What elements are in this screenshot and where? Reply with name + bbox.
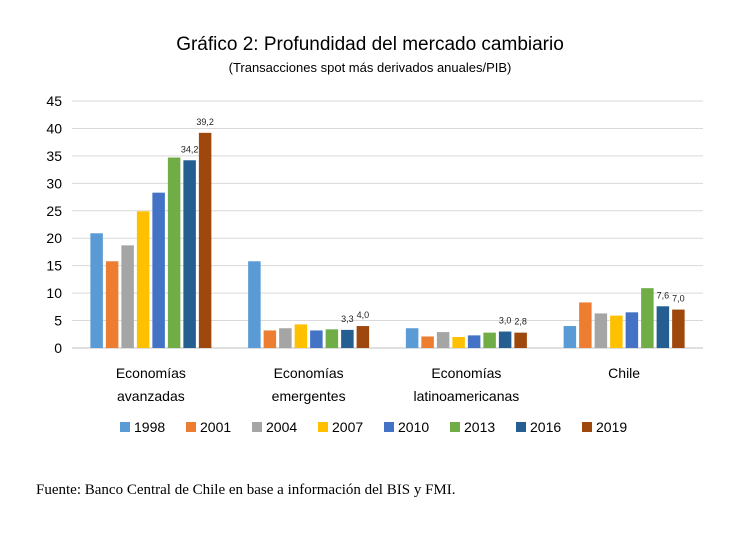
bar-2019-0 (198, 132, 212, 348)
legend-swatch-2007 (318, 422, 328, 432)
y-tick-label: 35 (46, 148, 62, 164)
category-label: Economías (431, 365, 501, 381)
bar-2001-2 (421, 336, 434, 348)
bar-1998-0 (90, 233, 103, 348)
data-label: 3,3 (341, 314, 354, 324)
bar-2010-2 (467, 335, 481, 348)
legend-label: 2013 (464, 419, 495, 435)
y-tick-label: 25 (46, 203, 62, 219)
data-label: 3,0 (499, 316, 512, 326)
bar-2001-0 (105, 261, 119, 348)
data-label: 7,6 (657, 290, 670, 300)
bar-2004-1 (279, 328, 292, 348)
chart-title: Gráfico 2: Profundidad del mercado cambi… (176, 34, 564, 55)
bar-2013-0 (167, 157, 181, 348)
data-labels: 34,2 39,2 3,3 4,0 3,0 2,8 7,6 7,0 (181, 117, 685, 327)
source-note: Fuente: Banco Central de Chile en base a… (36, 482, 456, 498)
bar-1998-2 (405, 328, 419, 348)
data-label: 4,0 (357, 310, 370, 320)
legend-label: 2016 (530, 419, 561, 435)
legend-swatch-2004 (252, 422, 262, 432)
legend-label: 2019 (596, 419, 627, 435)
bar-2016-3 (656, 306, 670, 348)
bar-2013-1 (325, 329, 339, 348)
y-tick-label: 5 (54, 313, 62, 329)
category-label: emergentes (272, 388, 346, 404)
bar-2001-3 (579, 302, 592, 348)
category-label: Chile (608, 365, 640, 381)
y-tick-label: 10 (46, 285, 62, 301)
bar-2001-1 (263, 330, 277, 348)
legend-swatch-2001 (186, 422, 196, 432)
bar-2019-1 (356, 326, 370, 348)
chart-subtitle: (Transacciones spot más derivados anuale… (229, 60, 512, 75)
category-label: avanzadas (117, 388, 185, 404)
bar-2010-0 (152, 192, 165, 348)
bar-2016-2 (498, 331, 512, 348)
gridlines (72, 100, 703, 349)
bar-2007-3 (610, 315, 623, 348)
legend-swatch-2016 (516, 422, 526, 432)
y-tick-label: 30 (46, 175, 62, 191)
bar-2019-3 (672, 309, 685, 348)
y-tick-label: 0 (54, 340, 62, 356)
y-tick-label: 45 (46, 93, 62, 109)
bar-2010-1 (310, 330, 323, 348)
legend-label: 2004 (266, 419, 297, 435)
legend-label: 2010 (398, 419, 429, 435)
legend: 1998 2001 2004 2007 2010 2013 2016 2019 (120, 419, 627, 435)
y-tick-label: 15 (46, 258, 62, 274)
bar-2016-1 (341, 329, 354, 348)
category-label: Economías (116, 365, 186, 381)
bar-2013-3 (641, 288, 654, 348)
y-tick-label: 20 (46, 230, 62, 246)
y-tick-label: 40 (46, 120, 62, 136)
data-label: 2,8 (514, 317, 527, 327)
bar-2010-3 (625, 312, 639, 348)
data-label: 34,2 (181, 144, 199, 154)
category-label: Economías (274, 365, 344, 381)
legend-swatch-2019 (582, 422, 592, 432)
bar-2016-0 (183, 160, 196, 348)
bar-2004-2 (436, 332, 450, 348)
data-label: 7,0 (672, 294, 685, 304)
legend-swatch-1998 (120, 422, 130, 432)
bars (90, 132, 685, 348)
bar-2007-1 (294, 324, 308, 348)
bar-2007-2 (452, 337, 465, 348)
bar-1998-3 (563, 326, 577, 348)
legend-swatch-2013 (450, 422, 460, 432)
data-label: 39,2 (196, 117, 214, 127)
x-axis-categories: Economías avanzadas Economías emergentes Eco… (116, 365, 640, 404)
bar-2004-3 (594, 313, 608, 348)
bar-2004-0 (121, 245, 134, 348)
bar-1998-1 (248, 261, 261, 348)
bar-chart: Gráfico 2: Profundidad del mercado cambi… (46, 34, 703, 435)
legend-label: 2007 (332, 419, 363, 435)
y-axis-ticks: 0 5 10 15 20 25 30 35 40 45 (46, 93, 62, 356)
bar-2007-0 (136, 211, 150, 348)
bar-2019-2 (514, 332, 527, 348)
legend-label: 1998 (134, 419, 165, 435)
legend-swatch-2010 (384, 422, 394, 432)
bar-2013-2 (483, 332, 496, 348)
category-label: latinoamericanas (413, 388, 519, 404)
legend-label: 2001 (200, 419, 231, 435)
